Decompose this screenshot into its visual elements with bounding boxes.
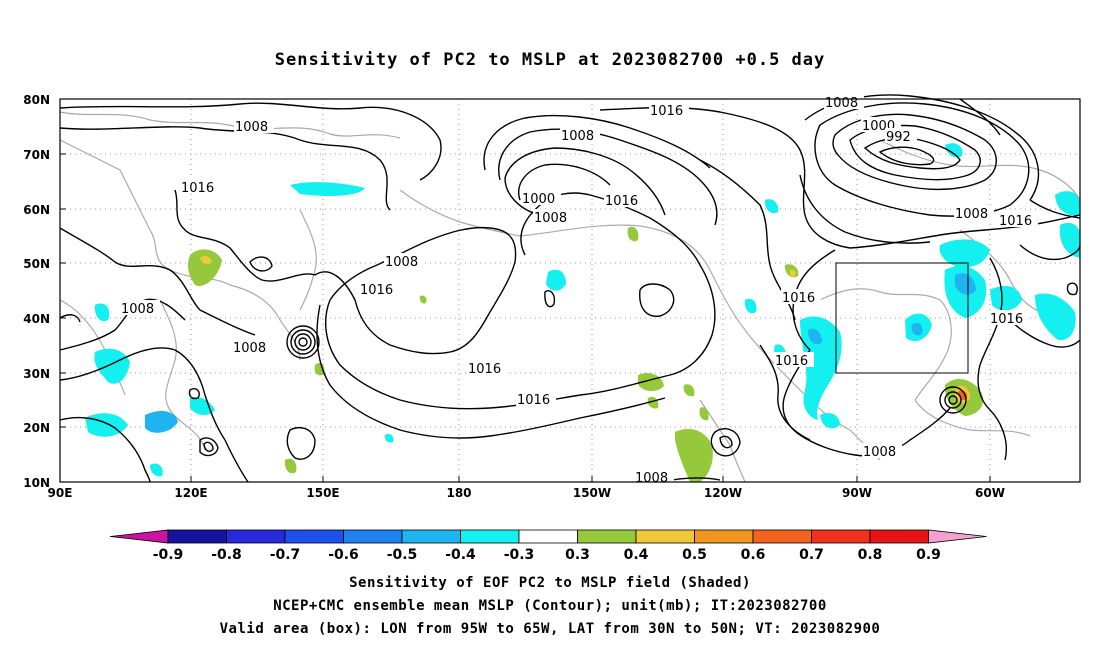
colorbar-swatch <box>284 529 344 544</box>
colorbar-label: -0.4 <box>445 547 476 563</box>
latitude-labels: 80N 70N 60N 50N 40N 30N 20N 10N <box>23 93 50 490</box>
footer-line-2: NCEP+CMC ensemble mean MSLP (Contour); u… <box>273 598 827 614</box>
lon-label: 150E <box>306 486 339 500</box>
lat-label: 70N <box>23 148 50 162</box>
contour-label: 1016 <box>517 393 550 408</box>
contour-label: 1016 <box>605 194 638 209</box>
colorbar-label: 0.6 <box>741 547 766 563</box>
colorbar-label: -0.7 <box>270 547 301 563</box>
colorbar-label: -0.3 <box>504 547 535 563</box>
contour-label: 1016 <box>181 181 214 196</box>
colorbar-swatch <box>343 529 403 544</box>
lat-label: 10N <box>23 476 50 490</box>
contour-label: 1008 <box>635 471 668 486</box>
map-title: Sensitivity of PC2 to MSLP at 2023082700… <box>274 50 826 70</box>
contour-label: 1016 <box>360 283 393 298</box>
colorbar-swatch <box>518 529 578 544</box>
colorbar-low-arrow <box>109 529 169 544</box>
contour-label: 1008 <box>385 255 418 270</box>
colorbar-label: 0.7 <box>799 547 824 563</box>
lon-label: 180 <box>446 486 471 500</box>
contour-label: 1008 <box>561 129 594 144</box>
contour-label: 1016 <box>650 104 683 119</box>
contour-label: 1016 <box>999 214 1032 229</box>
axis-ticks <box>60 98 991 483</box>
lon-label: 60W <box>975 486 1005 500</box>
lon-label: 90E <box>48 486 73 500</box>
colorbar-swatch <box>577 529 637 544</box>
colorbar-label: -0.5 <box>387 547 418 563</box>
footer-line-1: Sensitivity of EOF PC2 to MSLP field (Sh… <box>349 575 751 591</box>
lon-label: 120W <box>704 486 742 500</box>
lat-label: 80N <box>23 93 50 107</box>
colorbar-high-arrow <box>928 529 987 544</box>
lat-label: 50N <box>23 257 50 271</box>
contour-label: 1008 <box>233 341 266 356</box>
colorbar-label: -0.8 <box>211 547 242 563</box>
contour-label: 1008 <box>121 302 154 317</box>
longitude-labels: 90E 120E 150E 180 150W 120W 90W 60W <box>48 486 1005 500</box>
colorbar-label: 0.8 <box>858 547 883 563</box>
lon-label: 90W <box>842 486 872 500</box>
contour-label: 1000 <box>522 192 555 207</box>
map-area <box>60 99 1080 482</box>
lat-label: 40N <box>23 312 50 326</box>
colorbar-label: 0.9 <box>916 547 941 563</box>
colorbar-swatch <box>401 529 461 544</box>
valid-area-box <box>835 262 969 374</box>
footer-line-3: Valid area (box): LON from 95W to 65W, L… <box>219 621 881 637</box>
colorbar-swatch <box>226 529 286 544</box>
contour-label: 992 <box>886 130 911 145</box>
lat-label: 20N <box>23 421 50 435</box>
colorbar-swatch <box>811 529 871 544</box>
lon-label: 150W <box>573 486 611 500</box>
contour-label: 1016 <box>782 291 815 306</box>
colorbar-label: 0.5 <box>682 547 707 563</box>
colorbar: -0.9 -0.8 -0.7 -0.6 -0.5 -0.4 -0.3 0.3 0.4 0.5 0.6… <box>109 529 987 563</box>
contour-label: 1016 <box>990 312 1023 327</box>
contour-label: 1008 <box>863 445 896 460</box>
colorbar-label: -0.9 <box>153 547 184 563</box>
colorbar-swatch <box>869 529 929 544</box>
lat-label: 30N <box>23 367 50 381</box>
contour-label: 1008 <box>235 120 268 135</box>
colorbar-swatch <box>752 529 812 544</box>
colorbar-swatch <box>694 529 754 544</box>
colorbar-label: -0.6 <box>328 547 359 563</box>
lon-label: 120E <box>174 486 207 500</box>
contour-label: 1016 <box>775 354 808 369</box>
colorbar-label: 0.3 <box>565 547 590 563</box>
contour-label: 1016 <box>468 362 501 377</box>
colorbar-swatch <box>460 529 520 544</box>
colorbar-swatch <box>167 529 227 544</box>
colorbar-label: 0.4 <box>624 547 649 563</box>
contour-label: 1008 <box>825 96 858 111</box>
map-frame <box>59 98 1081 483</box>
colorbar-swatch <box>635 529 695 544</box>
lat-label: 60N <box>23 203 50 217</box>
contour-label: 1008 <box>534 211 567 226</box>
contour-label: 1008 <box>955 207 988 222</box>
